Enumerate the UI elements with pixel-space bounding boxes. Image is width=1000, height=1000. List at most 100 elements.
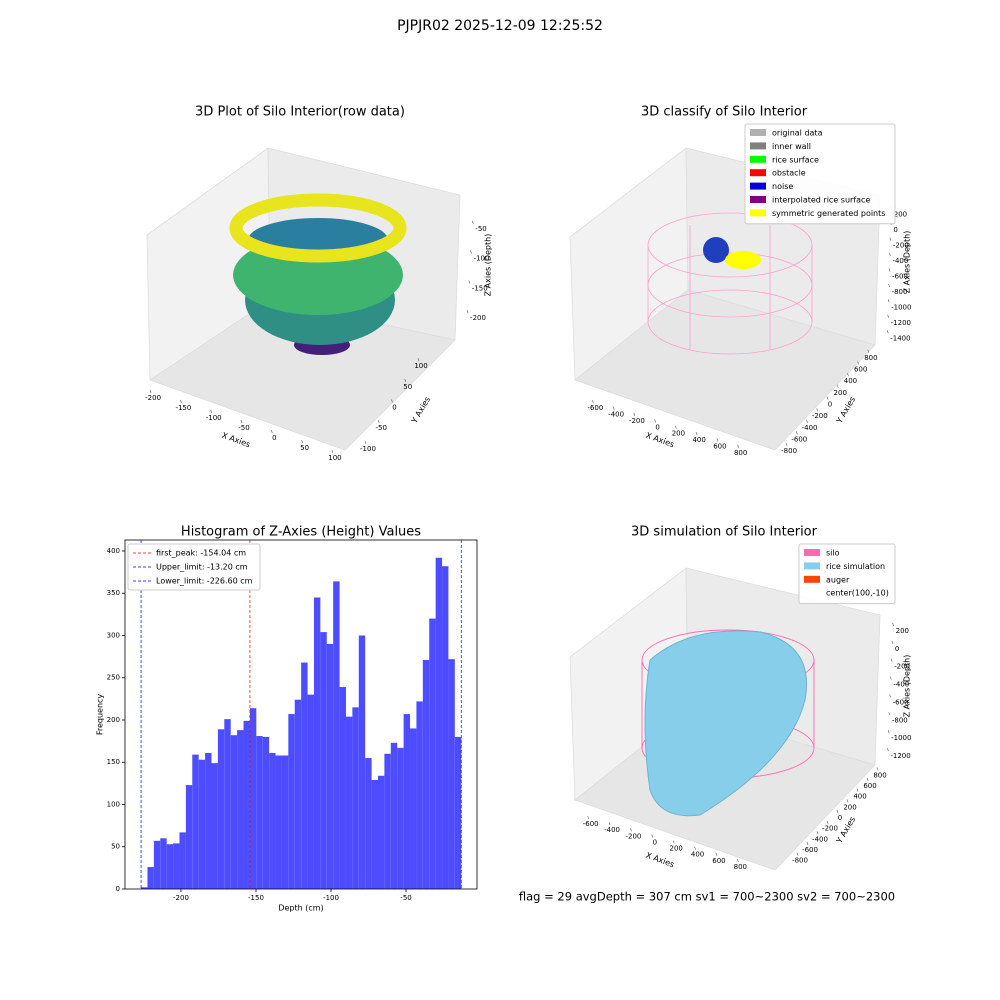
z-tick-label: -400 [892,257,908,265]
legend-label: center(100,-10) [826,589,889,598]
y-tick-mark [816,831,819,835]
z-tick-mark [887,314,889,318]
bar [224,719,231,889]
z-tick-label: -400 [893,681,909,689]
y-tick-label: -600 [802,846,818,854]
bar [153,840,161,889]
bar [422,659,430,889]
z-tick-label: 200 [896,627,909,635]
legend-label: Lower_limit: -226.60 cm [156,577,253,586]
y-tick-label: 0 [392,404,396,412]
bar [442,566,449,889]
z-tick-mark [888,712,891,716]
y-tick-mark [785,443,788,447]
y-tick-label: 350 [107,589,120,597]
z-tick-label: -150 [472,284,488,292]
chart-title: 3D Plot of Silo Interior(row data) [195,105,405,120]
x-tick-mark [695,431,698,436]
bar [230,735,238,889]
z-tick-mark [470,250,472,254]
y-tick-label: 300 [107,631,120,639]
bar [256,736,263,889]
y-tick-mark [806,419,808,423]
z-tick-label: -1000 [891,734,911,742]
x-tick-label: -50 [400,894,411,902]
z-tick-mark [889,252,891,257]
legend-label: obstacle [772,169,806,178]
x-tick-label: -100 [323,894,339,902]
y-tick-mark [826,820,829,824]
x-tick-label: 200 [670,845,683,853]
x-tick-label: 200 [672,430,685,438]
x-tick-label: 0 [272,434,276,442]
x-tick-mark [715,852,718,856]
y-tick-label: 600 [854,366,867,374]
x-tick-label: -400 [608,411,624,419]
x-tick-label: -200 [629,417,645,425]
bar [333,581,340,889]
y-tick-label: -400 [812,835,828,843]
bar [281,755,289,889]
x-tick-mark [608,822,611,826]
bar [205,752,212,889]
y-tick-label: 200 [843,803,856,811]
legend-label: rice surface [772,155,819,164]
z-tick-label: 200 [894,211,907,219]
y-tick-label: 0 [838,814,842,822]
legend-swatch [750,196,766,203]
y-tick-mark [377,420,380,424]
z-tick-label: -1200 [890,752,910,760]
z-tick-label: 0 [893,226,897,234]
bar [269,752,276,889]
y-tick-label: -200 [812,412,828,420]
x-tick-mark [240,419,243,424]
chart-title: 3D simulation of Silo Interior [631,525,818,540]
z-tick-mark [890,676,892,680]
bar [192,754,199,889]
y-tick-label: -200 [822,825,838,833]
x-tick-mark [675,425,677,429]
z-tick-mark [889,237,892,241]
silo-wireframe [647,212,813,355]
y-tick-mark [364,440,367,444]
x-tick-label: 800 [734,863,747,871]
legend-box [744,123,896,225]
x-tick-label: -200 [145,394,161,402]
y-tick-label: 250 [107,674,120,682]
bar [416,701,423,889]
y-tick-label: -600 [791,436,807,444]
legend-label: original data [772,129,823,138]
x-tick-label: -50 [238,424,249,432]
bar [326,643,334,889]
legend-label: noise [772,182,793,191]
bar [262,736,270,889]
bar [384,753,391,889]
x-tick-mark [633,412,636,417]
plot-frame [124,539,478,890]
x-tick-mark [630,828,632,832]
legend-swatch [804,575,820,583]
x-tick-mark [654,419,656,423]
y-tick-mark [856,788,859,792]
y-tick-mark [404,378,407,382]
x-tick-label: -150 [248,894,264,902]
y-tick-label: 100 [414,362,427,370]
x-tick-mark [612,406,615,410]
z-axis-label: Z Axies (Depth) [484,234,493,297]
bar [339,687,346,889]
z-tick-mark [887,299,890,303]
z-tick-mark [892,622,894,627]
z-tick-mark [887,730,890,734]
x-tick-mark [716,438,719,442]
bar [345,716,353,889]
z-tick-mark [472,220,474,224]
legend-label: inner wall [772,142,811,151]
legend-label: symmetric generated points [772,209,885,218]
y-tick-label: -400 [802,424,818,432]
z-tick-label: -600 [893,698,909,706]
bar [454,736,462,889]
x-tick-mark [149,389,152,394]
y-tick-mark [796,431,798,435]
y-tick-mark [836,384,839,388]
legend-label: first_peak: -154.04 cm [156,549,246,558]
